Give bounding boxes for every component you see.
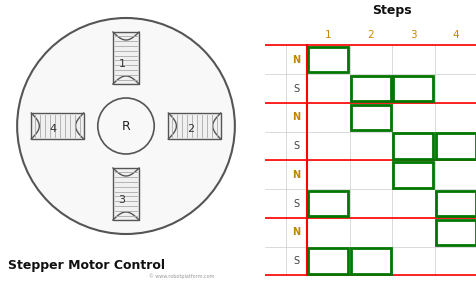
Bar	[113, 32, 139, 84]
Bar	[393, 162, 432, 187]
Text: N: N	[292, 227, 300, 237]
Text: Stepper Motor Control: Stepper Motor Control	[8, 260, 165, 273]
Bar	[350, 105, 390, 130]
Bar	[113, 168, 139, 220]
Bar	[393, 133, 432, 159]
Bar	[393, 76, 432, 101]
Text: 2: 2	[187, 124, 194, 134]
Text: 4: 4	[452, 30, 458, 40]
Text: 2: 2	[367, 30, 373, 40]
Text: 3: 3	[118, 195, 125, 205]
Text: S: S	[293, 199, 299, 208]
Text: N: N	[292, 112, 300, 122]
Text: N: N	[292, 55, 300, 65]
Text: 1: 1	[325, 30, 331, 40]
Text: 3: 3	[409, 30, 416, 40]
Bar	[308, 47, 347, 72]
Text: N: N	[292, 170, 300, 180]
Text: R: R	[121, 120, 130, 133]
Bar	[435, 133, 475, 159]
Circle shape	[98, 98, 154, 154]
Bar	[350, 248, 390, 274]
Text: Steps: Steps	[371, 4, 411, 17]
Bar	[168, 113, 220, 139]
Bar	[31, 113, 83, 139]
Bar	[435, 220, 475, 245]
Circle shape	[17, 18, 234, 234]
Text: S: S	[293, 256, 299, 266]
Bar	[308, 191, 347, 216]
Text: S: S	[293, 83, 299, 93]
Bar	[435, 191, 475, 216]
Text: 1: 1	[118, 59, 125, 69]
Text: © www.robotplatform.com: © www.robotplatform.com	[149, 273, 214, 279]
Bar	[350, 76, 390, 101]
Text: 4: 4	[50, 124, 57, 134]
Text: S: S	[293, 141, 299, 151]
Bar	[308, 248, 347, 274]
